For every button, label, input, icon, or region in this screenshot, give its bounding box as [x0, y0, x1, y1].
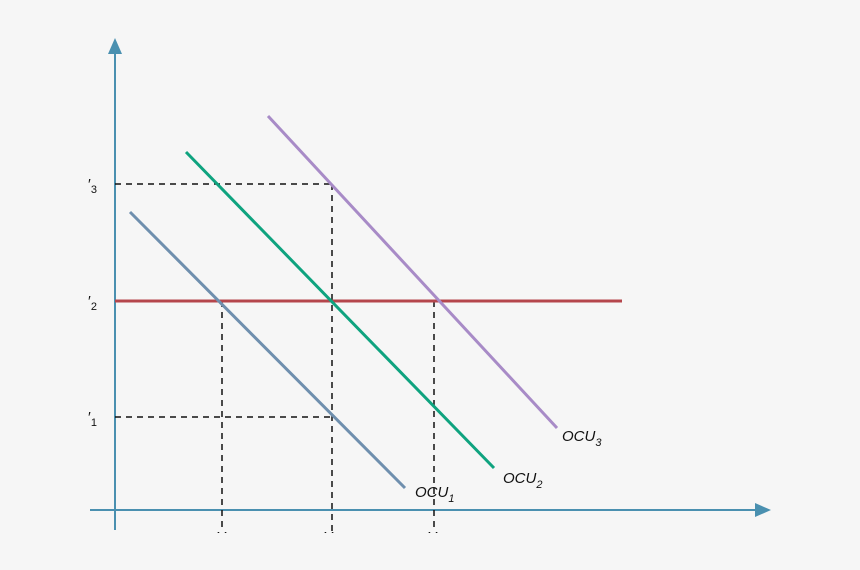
curve-label: OCU3 [562, 428, 602, 449]
y-label: ′2 [88, 293, 97, 313]
curve-label: OCU2 [503, 470, 542, 491]
curve-label: OCU1 [415, 484, 454, 505]
ocu1-line [128, 210, 407, 490]
y-label: ′1 [88, 409, 97, 429]
ocu2-line [184, 150, 496, 470]
x-axis-arrow [755, 503, 771, 517]
y-label: ′3 [88, 176, 97, 196]
ocu3-line [266, 114, 559, 430]
x-labels: Y Y Y [217, 529, 438, 546]
guide-lines [115, 183, 435, 532]
x-label: Y [428, 529, 438, 546]
x-label: Y [217, 529, 227, 546]
y-axis-arrow [108, 38, 122, 54]
x-label: Y [324, 529, 334, 546]
